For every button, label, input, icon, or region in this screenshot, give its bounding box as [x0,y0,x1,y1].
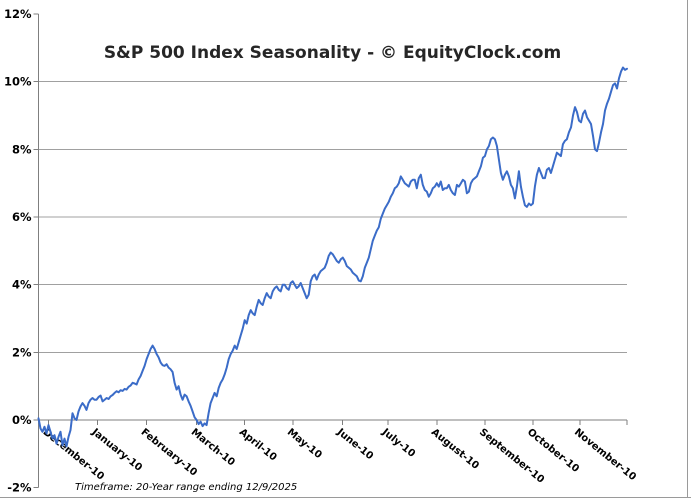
x-tick-label: April-10 [237,427,279,464]
chart-title: S&P 500 Index Seasonality - © EquityCloc… [103,43,562,63]
y-tick-label: -2% [7,481,32,495]
y-tick-label: 6% [12,210,32,224]
seasonality-line [37,66,628,448]
y-tick-label: 10% [4,75,32,89]
y-tick-label: 8% [12,142,32,156]
y-tick-label: 12% [4,7,32,21]
x-tick-label: August-10 [429,427,481,472]
x-tick-label: July-10 [379,426,417,460]
timeframe-note: Timeframe: 20-Year range ending 12/9/202… [75,482,298,493]
x-tick-label: November-10 [572,427,638,483]
x-tick-label: March-10 [189,427,237,469]
y-tick-label: 2% [12,345,32,359]
x-tick-label: May-10 [285,427,324,461]
y-tick-label: 4% [12,278,32,292]
y-tick-label: 0% [12,413,32,427]
x-tick-label: June-10 [334,426,375,462]
